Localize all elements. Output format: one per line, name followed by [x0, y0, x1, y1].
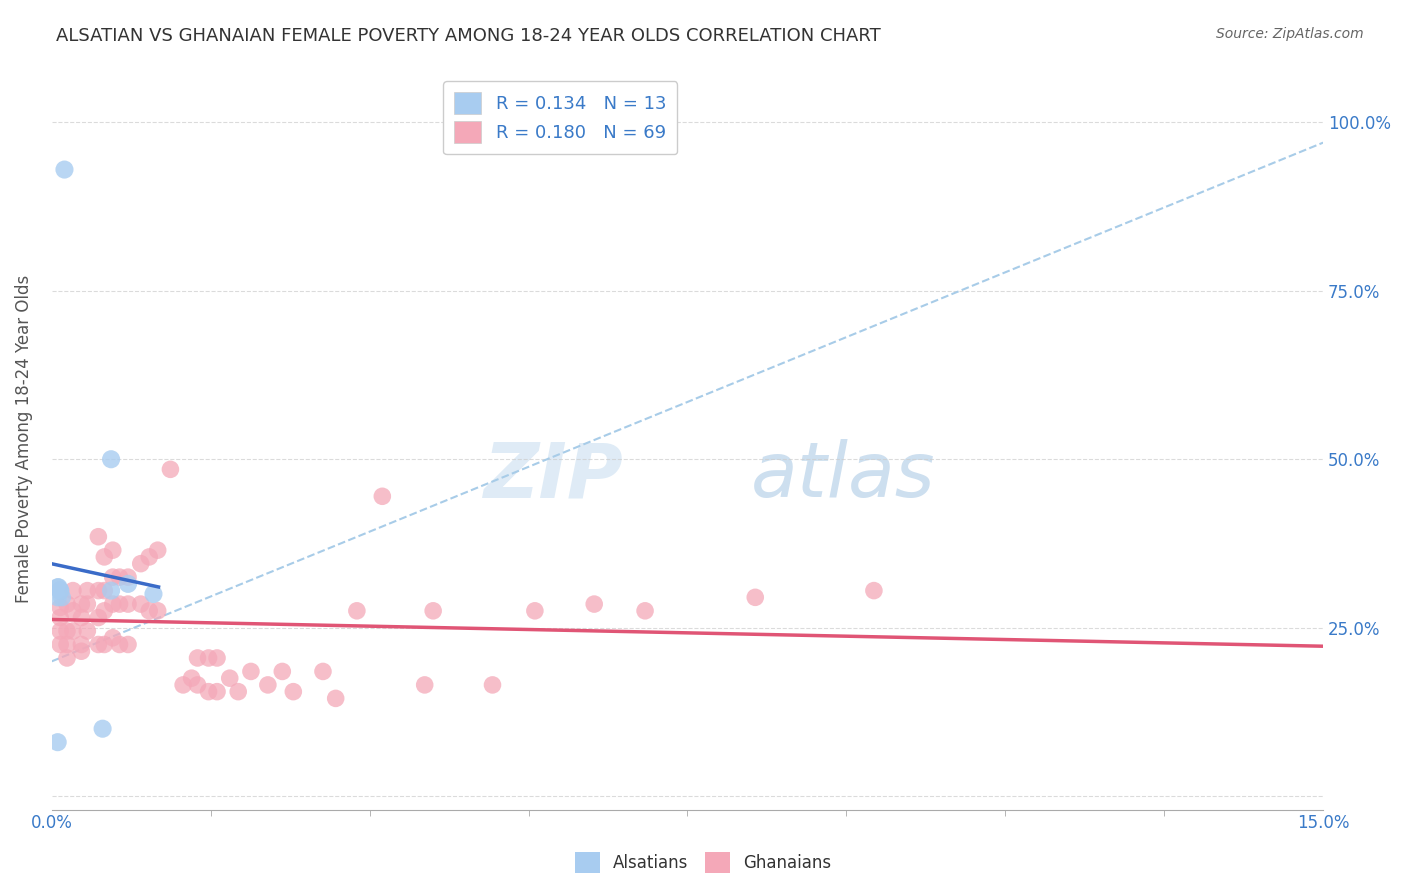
Point [108, 638, 131, 652]
Point [129, 597, 152, 611]
Y-axis label: Female Poverty Among 18-24 Year Olds: Female Poverty Among 18-24 Year Olds [15, 275, 32, 603]
Point [56, 597, 79, 611]
Point [56, 638, 79, 652]
Point [422, 604, 444, 618]
Point [46, 591, 69, 605]
Point [863, 583, 886, 598]
Point [108, 570, 131, 584]
Point [100, 583, 122, 598]
Point [93, 583, 115, 598]
Point [101, 631, 124, 645]
Point [62, 624, 84, 638]
Point [101, 570, 124, 584]
Point [49, 610, 72, 624]
Point [70, 610, 93, 624]
Text: ZIP: ZIP [484, 439, 624, 513]
Point [46, 735, 69, 749]
Point [271, 665, 294, 679]
Point [76, 597, 98, 611]
Point [91, 722, 114, 736]
Point [70, 597, 93, 611]
Point [93, 604, 115, 618]
Point [481, 678, 503, 692]
Point [744, 591, 766, 605]
Point [49, 583, 72, 598]
Point [49, 583, 72, 598]
Point [159, 462, 181, 476]
Point [117, 597, 139, 611]
Text: atlas: atlas [751, 439, 935, 513]
Point [100, 452, 122, 467]
Point [51, 591, 73, 605]
Text: Source: ZipAtlas.com: Source: ZipAtlas.com [1216, 27, 1364, 41]
Point [226, 684, 249, 698]
Point [312, 665, 335, 679]
Point [186, 678, 208, 692]
Point [346, 604, 368, 618]
Point [93, 549, 115, 564]
Point [117, 570, 139, 584]
Point [49, 600, 72, 615]
Point [239, 665, 262, 679]
Point [218, 671, 240, 685]
Point [70, 638, 93, 652]
Point [117, 577, 139, 591]
Point [371, 489, 394, 503]
Legend: Alsatians, Ghanaians: Alsatians, Ghanaians [568, 846, 838, 880]
Point [146, 543, 169, 558]
Point [117, 638, 139, 652]
Point [53, 162, 76, 177]
Point [62, 583, 84, 598]
Point [62, 604, 84, 618]
Point [49, 624, 72, 638]
Point [87, 610, 110, 624]
Point [413, 678, 436, 692]
Point [634, 604, 657, 618]
Point [87, 638, 110, 652]
Point [129, 557, 152, 571]
Legend: R = 0.134   N = 13, R = 0.180   N = 69: R = 0.134 N = 13, R = 0.180 N = 69 [443, 81, 678, 154]
Point [325, 691, 347, 706]
Text: ALSATIAN VS GHANAIAN FEMALE POVERTY AMONG 18-24 YEAR OLDS CORRELATION CHART: ALSATIAN VS GHANAIAN FEMALE POVERTY AMON… [56, 27, 882, 45]
Point [93, 638, 115, 652]
Point [56, 651, 79, 665]
Point [76, 624, 98, 638]
Point [87, 583, 110, 598]
Point [49, 638, 72, 652]
Point [76, 583, 98, 598]
Point [87, 530, 110, 544]
Point [583, 597, 606, 611]
Point [142, 587, 165, 601]
Point [146, 604, 169, 618]
Point [197, 684, 219, 698]
Point [101, 597, 124, 611]
Point [205, 651, 228, 665]
Point [108, 597, 131, 611]
Point [523, 604, 546, 618]
Point [138, 549, 160, 564]
Point [197, 651, 219, 665]
Point [138, 604, 160, 618]
Point [180, 671, 202, 685]
Point [48, 580, 70, 594]
Point [283, 684, 305, 698]
Point [70, 644, 93, 658]
Point [186, 651, 208, 665]
Point [56, 624, 79, 638]
Point [101, 543, 124, 558]
Point [172, 678, 194, 692]
Point [257, 678, 280, 692]
Point [205, 684, 228, 698]
Point [46, 580, 69, 594]
